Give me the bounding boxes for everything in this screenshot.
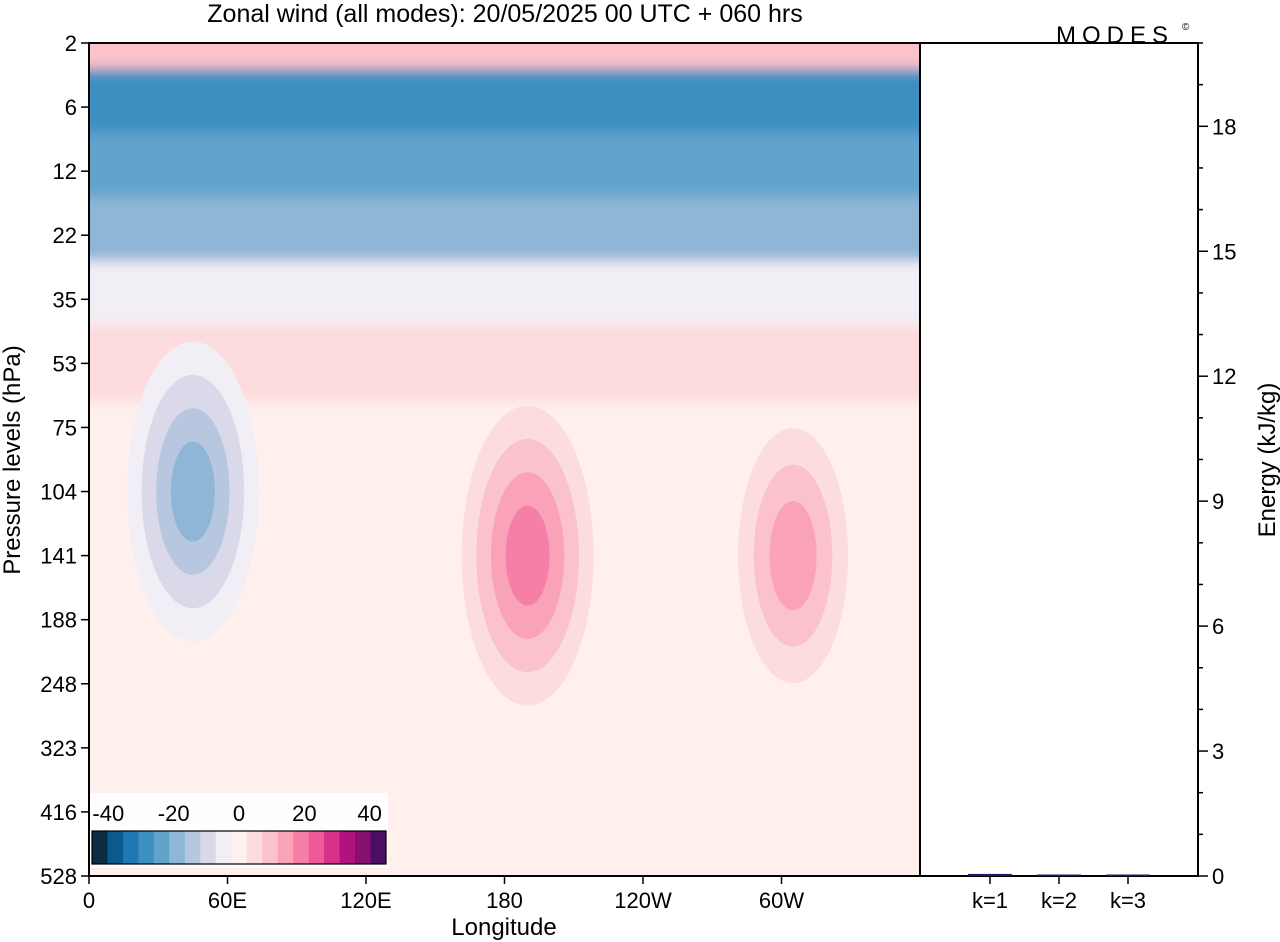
y-axis: 2 6 12 22 35 53 75 104 141 188 248 323 416 528 bbox=[40, 31, 89, 889]
colorbar-swatch bbox=[184, 831, 201, 864]
colorbar-swatch bbox=[355, 831, 372, 864]
energy-tick-label: 6 bbox=[1212, 614, 1224, 639]
colorbar-swatch bbox=[122, 831, 139, 864]
y-tick-label: 104 bbox=[40, 480, 77, 505]
colorbar-swatch bbox=[215, 831, 232, 864]
energy-bars: k=1 k=2 k=3 bbox=[968, 873, 1150, 913]
field-contour bbox=[505, 505, 550, 606]
y-axis-label: Pressure levels (hPa) bbox=[0, 345, 26, 574]
field-contour bbox=[769, 500, 817, 611]
field-contour bbox=[170, 441, 215, 542]
energy-tick-label: 12 bbox=[1212, 364, 1236, 389]
colorbar-tick-label: -40 bbox=[92, 801, 124, 826]
energy-axis: 0 3 6 9 12 15 18 bbox=[1198, 42, 1236, 889]
energy-bar-label: k=1 bbox=[972, 888, 1008, 913]
colorbar-tick-label: 20 bbox=[292, 801, 316, 826]
wind-field bbox=[89, 43, 920, 876]
modes-logo-mark: © bbox=[1182, 22, 1190, 33]
colorbar-swatch bbox=[262, 831, 279, 864]
energy-panel bbox=[919, 42, 1199, 877]
colorbar-swatch bbox=[153, 831, 170, 864]
energy-tick-label: 9 bbox=[1212, 489, 1224, 514]
x-tick-label: 120W bbox=[614, 888, 672, 913]
x-tick-label: 60E bbox=[208, 888, 247, 913]
energy-tick-label: 15 bbox=[1212, 239, 1236, 264]
energy-bar bbox=[968, 873, 1012, 876]
colorbar-swatch bbox=[92, 831, 108, 864]
y-tick-label: 35 bbox=[53, 287, 77, 312]
y-tick-label: 6 bbox=[65, 95, 77, 120]
field-band bbox=[89, 709, 920, 787]
colorbar-swatch bbox=[339, 831, 356, 864]
colorbar-tick-label: 40 bbox=[357, 801, 381, 826]
x-axis: 0 60E 120E 180 120W 60W bbox=[83, 876, 804, 913]
colorbar-swatch bbox=[231, 831, 248, 864]
energy-tick-label: 0 bbox=[1212, 864, 1224, 889]
colorbar-swatch bbox=[277, 831, 294, 864]
y-tick-label: 323 bbox=[40, 736, 77, 761]
y-tick-label: 248 bbox=[40, 672, 77, 697]
x-tick-label: 120E bbox=[340, 888, 391, 913]
colorbar-swatch bbox=[308, 831, 325, 864]
colorbar-swatch bbox=[293, 831, 310, 864]
y-tick-label: 2 bbox=[65, 31, 77, 56]
energy-bar bbox=[1037, 874, 1081, 876]
y-tick-label: 22 bbox=[53, 223, 77, 248]
y-tick-label: 53 bbox=[53, 351, 77, 376]
energy-bar-label: k=3 bbox=[1110, 888, 1146, 913]
chart-title: Zonal wind (all modes): 20/05/2025 00 UT… bbox=[207, 0, 802, 28]
colorbar-swatch bbox=[324, 831, 341, 864]
colorbar-swatch bbox=[169, 831, 186, 864]
y-tick-label: 416 bbox=[40, 800, 77, 825]
y-tick-label: 528 bbox=[40, 864, 77, 889]
colorbar-swatch bbox=[138, 831, 155, 864]
x-axis-label: Longitude bbox=[451, 914, 556, 941]
x-tick-label: 0 bbox=[83, 888, 95, 913]
energy-bar-label: k=2 bbox=[1041, 888, 1077, 913]
y-tick-label: 75 bbox=[53, 415, 77, 440]
colorbar: -40 -20 0 20 40 bbox=[90, 793, 388, 868]
colorbar-swatch bbox=[107, 831, 124, 864]
x-tick-label: 60W bbox=[759, 888, 804, 913]
y-tick-label: 141 bbox=[40, 544, 77, 569]
y-tick-label: 188 bbox=[40, 608, 77, 633]
energy-tick-label: 18 bbox=[1212, 114, 1236, 139]
colorbar-frame bbox=[91, 830, 387, 865]
colorbar-tick-label: 0 bbox=[233, 801, 245, 826]
energy-tick-label: 3 bbox=[1212, 739, 1224, 764]
colorbar-tick-label: -20 bbox=[158, 801, 190, 826]
colorbar-swatch bbox=[370, 831, 387, 864]
x-tick-label: 180 bbox=[486, 888, 523, 913]
energy-axis-label: Energy (kJ/kg) bbox=[1254, 383, 1280, 538]
colorbar-swatch bbox=[200, 831, 217, 864]
colorbar-swatch bbox=[246, 831, 263, 864]
energy-bar bbox=[1106, 874, 1150, 876]
y-tick-label: 12 bbox=[53, 159, 77, 184]
